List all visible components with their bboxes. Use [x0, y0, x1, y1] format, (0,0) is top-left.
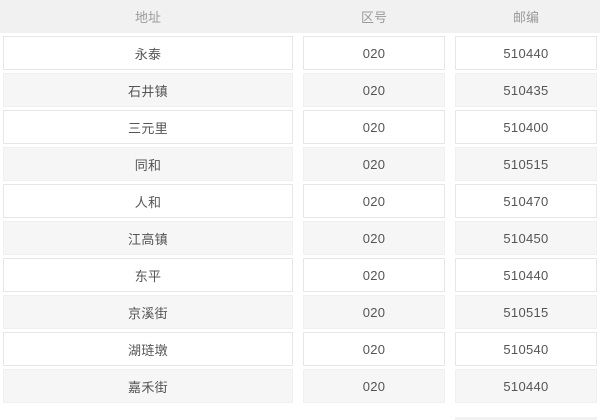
table-header-row: 地址 区号 邮编 — [0, 0, 600, 33]
table-row: 永泰 020 510440 — [3, 36, 597, 70]
area-code-cell: 020 — [303, 295, 445, 329]
address-cell: 嘉禾街 — [3, 369, 293, 403]
table-row: 石井镇 020 510435 — [3, 73, 597, 107]
area-code-cell: 020 — [303, 221, 445, 255]
postal-code-cell: 510435 — [455, 73, 597, 107]
area-code-cell: 020 — [303, 36, 445, 70]
postal-code-cell: 510515 — [455, 295, 597, 329]
address-cell: 三元里 — [3, 110, 293, 144]
address-cell: 东平 — [3, 258, 293, 292]
area-code-cell: 020 — [303, 147, 445, 181]
address-cell: 江高镇 — [3, 221, 293, 255]
table-row: 人和 020 510470 — [3, 184, 597, 218]
address-cell: 同和 — [3, 147, 293, 181]
column-header-address: 地址 — [134, 10, 161, 25]
area-code-cell: 020 — [303, 258, 445, 292]
postal-code-cell: 510540 — [455, 332, 597, 366]
area-code-cell: 020 — [303, 73, 445, 107]
postal-code-cell: 510440 — [455, 36, 597, 70]
postal-code-cell: 510440 — [455, 369, 597, 403]
table-row: 嘉禾街 020 510440 — [3, 369, 597, 403]
table-row: 湖琏墩 020 510540 — [3, 332, 597, 366]
table-body: 永泰 020 510440 石井镇 020 510435 三元里 020 510… — [0, 36, 600, 403]
area-code-cell: 020 — [303, 369, 445, 403]
area-code-cell: 020 — [303, 332, 445, 366]
table-row: 三元里 020 510400 — [3, 110, 597, 144]
table-row: 京溪街 020 510515 — [3, 295, 597, 329]
column-header-postal-code: 邮编 — [512, 10, 539, 25]
area-code-cell: 020 — [303, 110, 445, 144]
address-cell: 京溪街 — [3, 295, 293, 329]
postal-code-cell: 510470 — [455, 184, 597, 218]
table-row: 同和 020 510515 — [3, 147, 597, 181]
postal-code-cell: 510515 — [455, 147, 597, 181]
postal-code-cell: 510440 — [455, 258, 597, 292]
table-row: 东平 020 510440 — [3, 258, 597, 292]
address-cell: 永泰 — [3, 36, 293, 70]
postal-code-table: 地址 区号 邮编 永泰 020 510440 石井镇 020 510435 三元… — [0, 0, 600, 403]
address-cell: 湖琏墩 — [3, 332, 293, 366]
column-header-area-code: 区号 — [360, 10, 387, 25]
area-code-cell: 020 — [303, 184, 445, 218]
address-cell: 人和 — [3, 184, 293, 218]
next-row-peek — [455, 417, 597, 420]
postal-code-cell: 510400 — [455, 110, 597, 144]
address-cell: 石井镇 — [3, 73, 293, 107]
table-row: 江高镇 020 510450 — [3, 221, 597, 255]
postal-code-cell: 510450 — [455, 221, 597, 255]
